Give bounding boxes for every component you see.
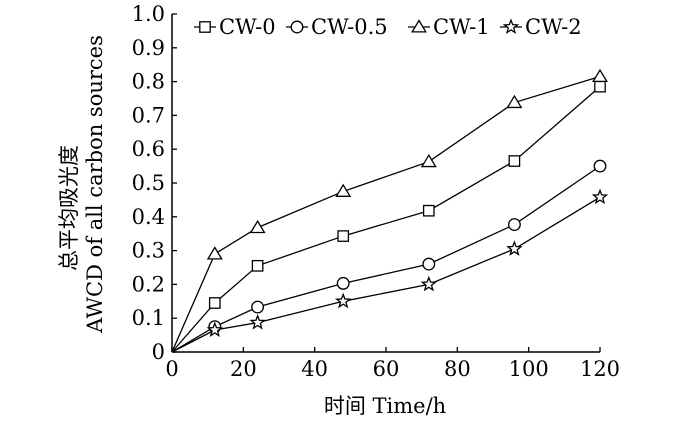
series-line-cw-0-5 xyxy=(171,165,601,353)
y-tick-label: 0.9 xyxy=(132,36,165,60)
data-point-cw-0-5 xyxy=(422,257,436,271)
legend-marker-cw-0-5 xyxy=(290,20,304,34)
y-tick-label: 0.6 xyxy=(132,137,165,161)
data-point-cw-1 xyxy=(335,183,352,197)
data-point-cw-1 xyxy=(249,219,266,234)
y-tick-label: 0 xyxy=(152,340,165,364)
data-point-cw-1 xyxy=(420,153,437,168)
series-markers xyxy=(206,68,609,338)
data-point-cw-1 xyxy=(506,94,523,109)
ticks: 0 0.1 0.2 0.3 0.4 0.5 0.6 0.7 0.8 0.9 1.0 0 20 40 60 80… xyxy=(132,2,620,381)
axes xyxy=(171,14,600,353)
data-point-cw-0-5 xyxy=(251,300,265,314)
legend-marker-cw-1 xyxy=(411,19,427,33)
data-point-cw-0 xyxy=(422,204,435,217)
data-point-cw-2 xyxy=(420,275,437,292)
legend-marker-cw-0 xyxy=(199,21,211,33)
x-axis-title: 时间 Time/h xyxy=(324,394,446,418)
legend-label-cw-0: CW-0 xyxy=(219,15,276,39)
data-point-cw-1 xyxy=(592,68,608,83)
x-tick-label: 120 xyxy=(580,357,620,381)
data-point-cw-2 xyxy=(335,292,352,309)
x-tick-label: 0 xyxy=(165,357,178,381)
data-point-cw-0 xyxy=(337,230,350,242)
data-point-cw-0 xyxy=(508,155,521,167)
x-tick-label: 100 xyxy=(509,357,549,381)
data-point-cw-0 xyxy=(208,297,221,309)
data-point-cw-2 xyxy=(206,321,223,338)
data-point-cw-0-5 xyxy=(507,218,521,232)
data-point-cw-2 xyxy=(591,188,609,205)
legend-label-cw-1: CW-1 xyxy=(433,15,490,39)
y-tick-label: 1.0 xyxy=(132,2,165,26)
y-axis-title-chinese: 总平均吸光度 xyxy=(57,145,81,271)
x-tick-label: 20 xyxy=(230,357,257,381)
y-tick-label: 0.7 xyxy=(132,103,165,127)
series-line-cw-1 xyxy=(171,75,601,353)
data-point-cw-2 xyxy=(249,313,266,330)
data-point-cw-0 xyxy=(251,259,264,272)
y-tick-label: 0.3 xyxy=(132,239,165,263)
y-tick-label: 0.5 xyxy=(132,171,165,195)
x-tick-label: 80 xyxy=(444,357,471,381)
data-point-cw-1 xyxy=(206,246,223,260)
series-lines xyxy=(171,75,601,353)
y-tick-label: 0.2 xyxy=(132,272,165,296)
legend-marker-cw-2 xyxy=(502,18,520,34)
series-line-cw-0 xyxy=(171,86,601,353)
data-point-cw-2 xyxy=(506,240,523,256)
legend-label-cw-2: CW-2 xyxy=(525,15,582,39)
data-point-cw-0-5 xyxy=(336,276,350,290)
x-tick-label: 60 xyxy=(373,357,400,381)
y-tick-label: 0.1 xyxy=(132,306,165,330)
series-line-cw-2 xyxy=(171,196,601,353)
y-tick-label: 0.4 xyxy=(132,205,165,229)
data-point-cw-0-5 xyxy=(593,159,607,173)
y-tick-label: 0.8 xyxy=(132,70,165,94)
y-axis-title-english: AWCD of all carbon sources xyxy=(83,35,107,334)
x-tick-label: 40 xyxy=(301,357,328,381)
data-point-cw-0 xyxy=(594,80,606,93)
legend-label-cw-0-5: CW-0.5 xyxy=(311,15,388,39)
legend: CW-0 CW-0.5 CW-1 CW-2 xyxy=(194,15,582,39)
